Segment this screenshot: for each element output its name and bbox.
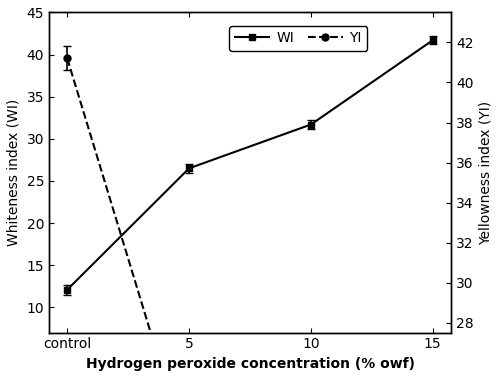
Y-axis label: Whiteness index (WI): Whiteness index (WI) bbox=[7, 99, 21, 246]
YI bbox=[64, 56, 70, 61]
WI bbox=[430, 38, 436, 42]
WI bbox=[186, 166, 192, 170]
WI bbox=[308, 122, 314, 127]
Line: WI: WI bbox=[64, 37, 436, 293]
Y-axis label: Yellowness index (YI): Yellowness index (YI) bbox=[479, 101, 493, 245]
X-axis label: Hydrogen peroxide concentration (% owf): Hydrogen peroxide concentration (% owf) bbox=[86, 357, 414, 371]
Line: YI: YI bbox=[64, 55, 436, 378]
WI bbox=[64, 287, 70, 292]
Legend: WI, YI: WI, YI bbox=[229, 26, 368, 51]
